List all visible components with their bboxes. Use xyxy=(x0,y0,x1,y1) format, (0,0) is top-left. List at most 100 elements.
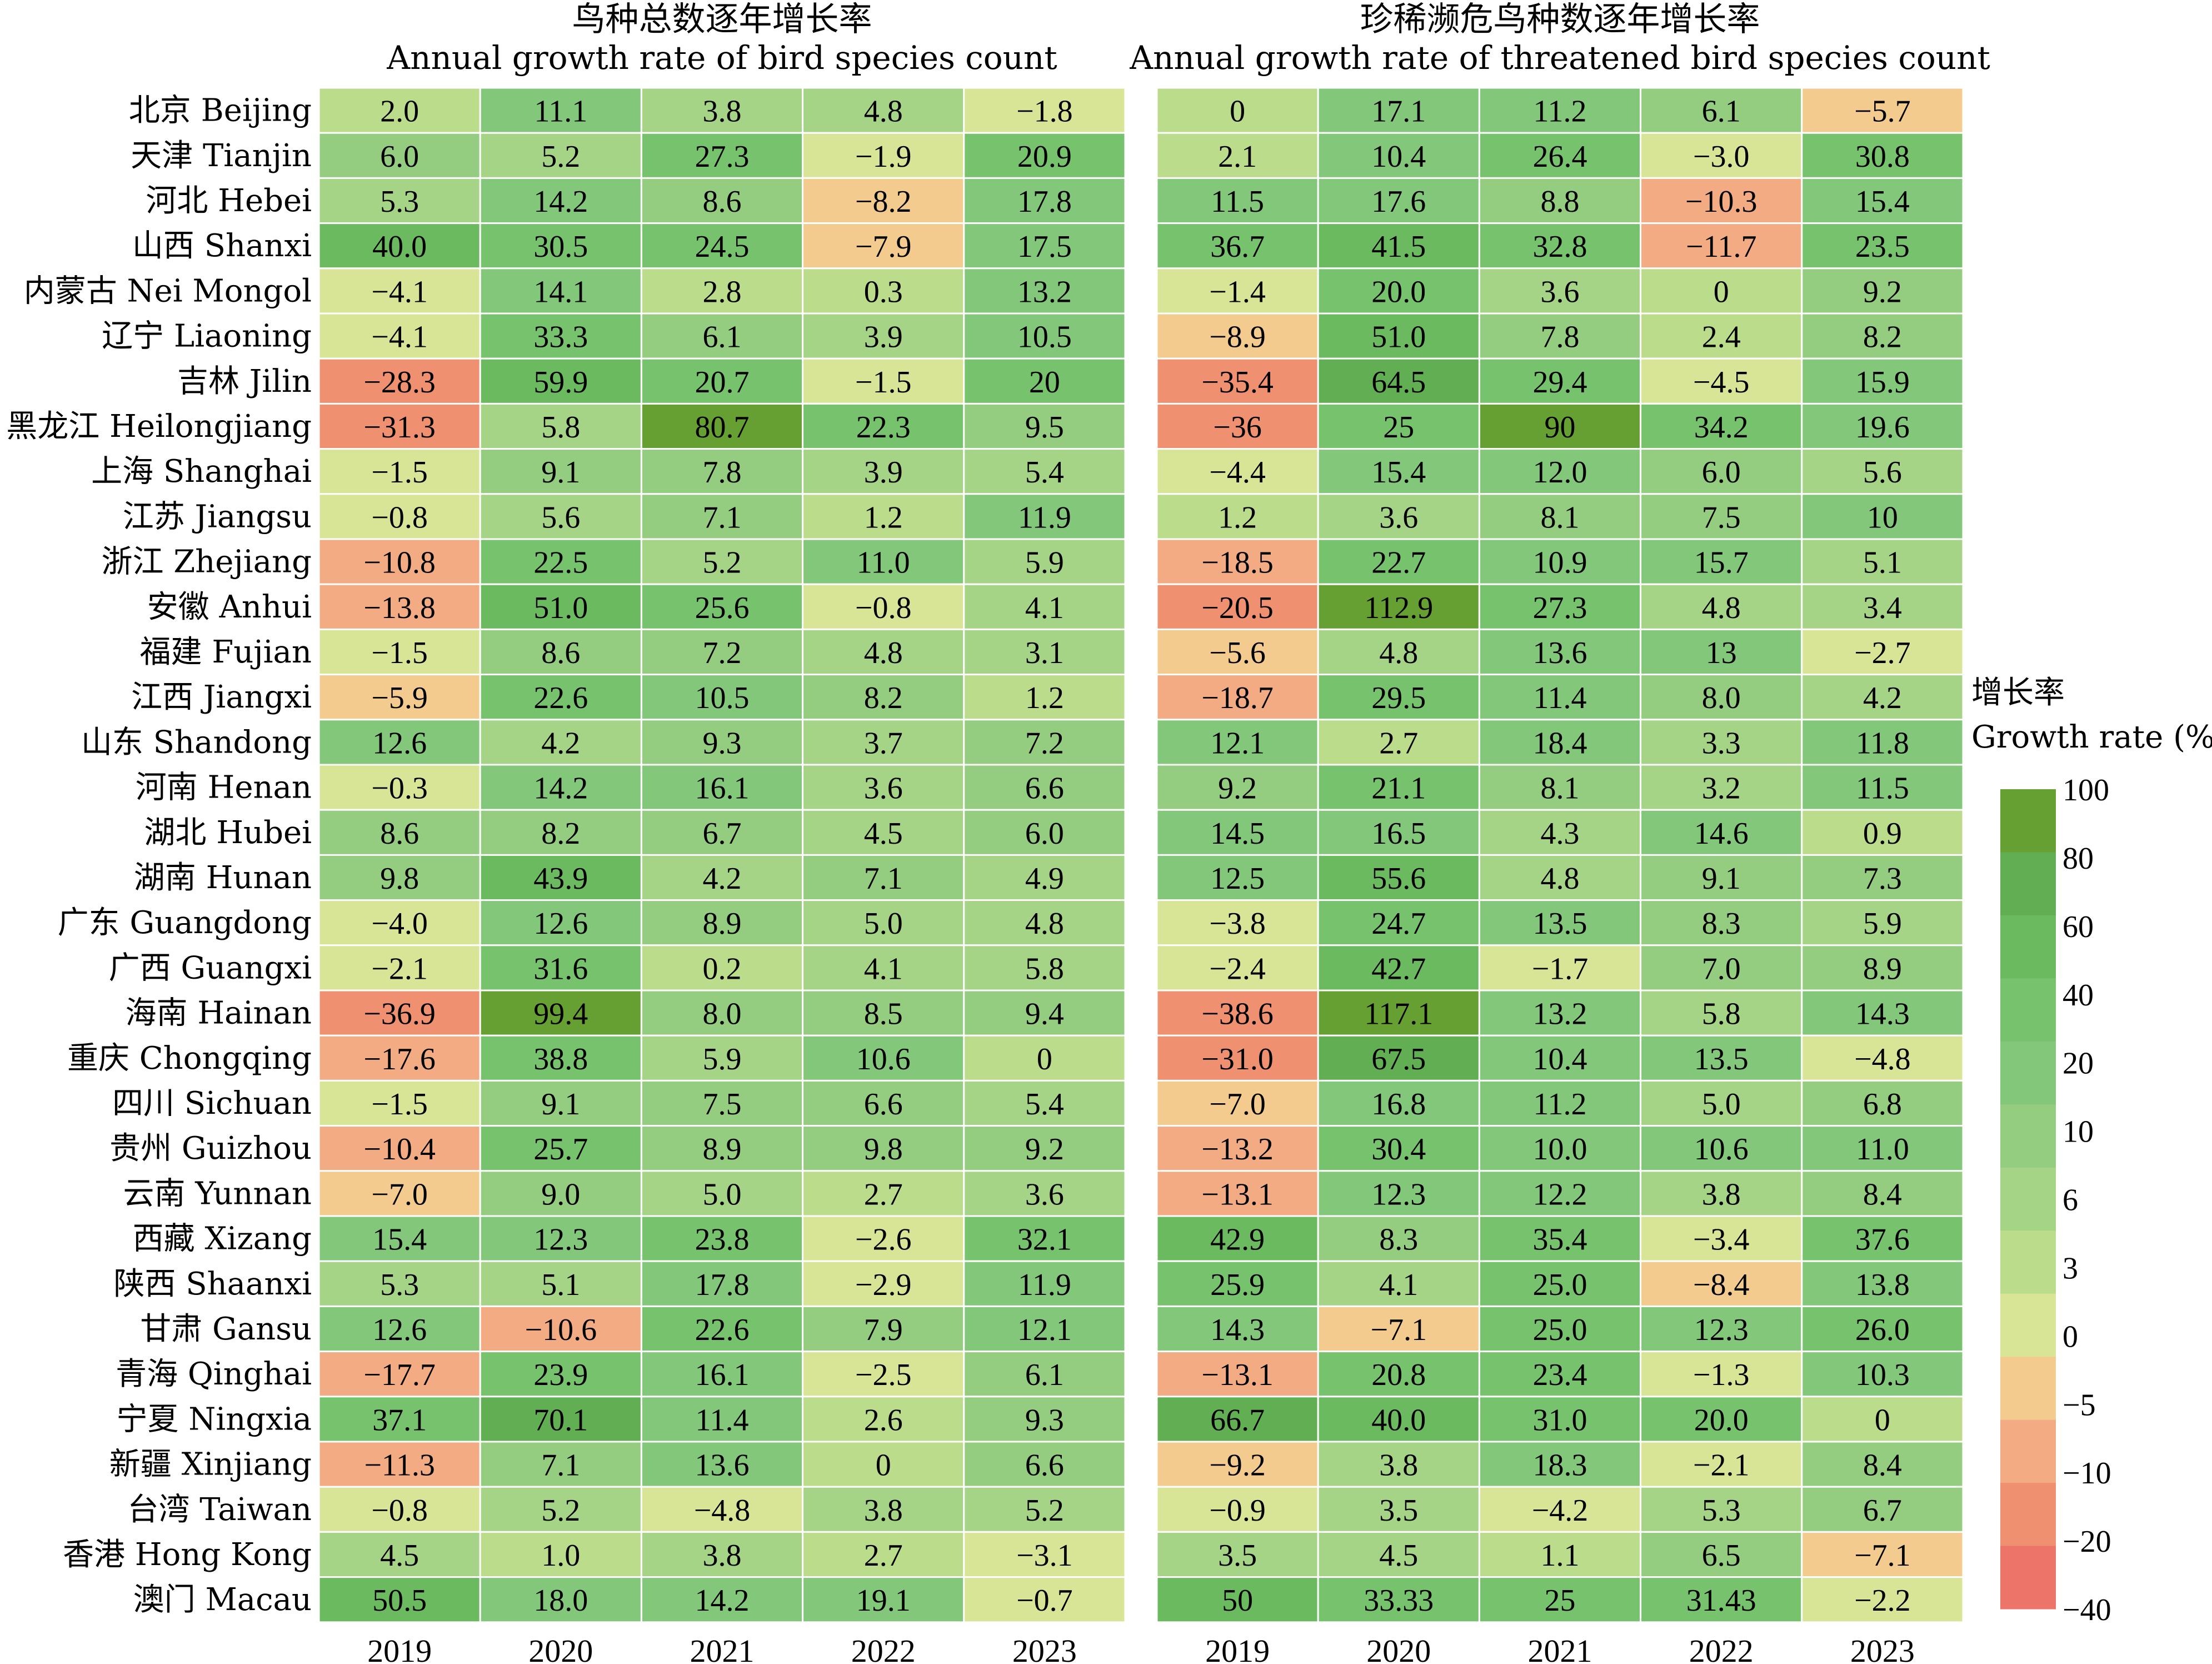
cell-value-label: −4.8 xyxy=(1854,1042,1911,1077)
cell-value-label: −10.6 xyxy=(525,1313,597,1347)
row-label: 广西 Guangxi xyxy=(109,950,312,986)
heatmap-cell xyxy=(802,177,965,225)
cell-value-label: 13.6 xyxy=(1533,636,1587,670)
colorbar-title-zh: 增长率 xyxy=(1971,675,2065,711)
heatmap-cell xyxy=(802,1215,965,1262)
row-label: 吉林 Jilin xyxy=(177,363,312,400)
heatmap-cell xyxy=(1640,1215,1803,1262)
heatmap-cell xyxy=(318,1125,481,1172)
heatmap-cell xyxy=(963,899,1126,946)
cell-value-label: 59.9 xyxy=(533,365,588,400)
heatmap-cell xyxy=(318,493,481,540)
cell-value-label: 10.6 xyxy=(856,1042,911,1077)
heatmap-cell xyxy=(963,1170,1126,1217)
heatmap-cell xyxy=(1478,1396,1642,1443)
heatmap-cell xyxy=(1478,1260,1642,1307)
heatmap-cell xyxy=(318,1576,481,1623)
cell-value-label: −1.7 xyxy=(1532,951,1589,986)
colorbar-segment xyxy=(2000,1104,2056,1168)
cell-value-label: 3.8 xyxy=(864,1493,903,1528)
cell-value-label: −2.1 xyxy=(371,951,428,986)
cell-value-label: 10.3 xyxy=(1855,1358,1910,1392)
cell-value-label: 31.6 xyxy=(533,951,588,986)
cell-value-label: 13.5 xyxy=(1533,906,1587,941)
cell-value-label: 4.8 xyxy=(1541,861,1580,896)
heatmap-cell xyxy=(1640,1170,1803,1217)
cell-value-label: 8.9 xyxy=(1863,951,1902,986)
heatmap-cell xyxy=(1156,1396,1319,1443)
cell-value-label: 2.6 xyxy=(864,1403,903,1437)
cell-value-label: 12.5 xyxy=(1210,861,1265,896)
heatmap-cell xyxy=(640,448,804,495)
heatmap-cell xyxy=(1156,312,1319,360)
cell-value-label: −10.4 xyxy=(363,1132,436,1167)
colorbar-tick-label: −40 xyxy=(2063,1593,2111,1627)
heatmap-cell xyxy=(802,628,965,676)
heatmap-cell xyxy=(640,1396,804,1443)
cell-value-label: 112.9 xyxy=(1364,591,1433,625)
heatmap-cell xyxy=(479,493,642,540)
heatmap-cell xyxy=(479,764,642,811)
cell-value-label: 0.3 xyxy=(864,275,903,309)
heatmap-cell xyxy=(479,944,642,992)
cell-value-label: 11.2 xyxy=(1534,1087,1587,1122)
cell-value-label: 16.8 xyxy=(1371,1087,1426,1122)
cell-value-label: 34.2 xyxy=(1694,410,1749,445)
row-label: 天津 Tianjin xyxy=(131,138,312,174)
cell-value-label: 9.2 xyxy=(1025,1132,1064,1167)
cell-value-label: −17.6 xyxy=(363,1042,436,1077)
cell-value-label: 3.7 xyxy=(864,726,903,760)
cell-value-label: −10.8 xyxy=(363,546,436,580)
cell-value-label: −5.6 xyxy=(1209,636,1266,670)
cell-value-label: 13.2 xyxy=(1533,997,1587,1032)
cell-value-label: 11.5 xyxy=(1211,185,1264,219)
row-label: 北京 Beijing xyxy=(129,93,312,129)
cell-value-label: 5.0 xyxy=(1702,1087,1741,1122)
heatmap-cell xyxy=(1317,854,1480,901)
cell-value-label: 4.5 xyxy=(380,1538,419,1573)
heatmap-cell xyxy=(1478,1441,1642,1488)
heatmap-cell xyxy=(802,1260,965,1307)
cell-value-label: −2.2 xyxy=(1854,1583,1911,1618)
cell-value-label: 5.8 xyxy=(1702,997,1741,1032)
cell-value-label: −13.1 xyxy=(1201,1177,1274,1212)
cell-value-label: 12.3 xyxy=(1371,1177,1426,1212)
colorbar-tick-label: 60 xyxy=(2063,910,2094,944)
cell-value-label: 6.7 xyxy=(703,816,742,851)
cell-value-label: 5.1 xyxy=(1863,546,1902,580)
heatmap-cell xyxy=(318,944,481,992)
cell-value-label: 8.4 xyxy=(1863,1448,1902,1483)
colorbar-segment xyxy=(2000,978,2056,1042)
cell-value-label: 13.2 xyxy=(1017,275,1072,309)
cell-value-label: 1.1 xyxy=(1541,1538,1580,1573)
heatmap-cell xyxy=(318,1170,481,1217)
colorbar-segment xyxy=(2000,1230,2056,1294)
heatmap-cell xyxy=(479,1396,642,1443)
cell-value-label: 6.1 xyxy=(1702,94,1741,129)
colorbar-segment xyxy=(2000,1293,2056,1357)
cell-value-label: 5.1 xyxy=(541,1268,580,1302)
row-label: 安徽 Anhui xyxy=(147,589,312,625)
cell-value-label: −31.0 xyxy=(1201,1042,1274,1077)
heatmap-cell xyxy=(802,493,965,540)
heatmap-cell xyxy=(1640,899,1803,946)
heatmap-cell xyxy=(1640,944,1803,992)
heatmap-cell xyxy=(318,583,481,630)
heatmap-cell xyxy=(1801,1260,1964,1307)
heatmap-cell xyxy=(963,1125,1126,1172)
heatmap-cell xyxy=(1317,222,1480,270)
heatmap-cell xyxy=(1478,583,1642,630)
heatmap-cell xyxy=(318,899,481,946)
cell-value-label: −11.7 xyxy=(1686,230,1757,264)
heatmap-cell xyxy=(802,809,965,856)
cell-value-label: 3.9 xyxy=(864,320,903,355)
heatmap-cell xyxy=(1801,989,1964,1037)
row-label: 浙江 Zhejiang xyxy=(102,544,312,580)
cell-value-label: 10.6 xyxy=(1694,1132,1749,1167)
cell-value-label: −13.2 xyxy=(1201,1132,1274,1167)
heatmap-cell xyxy=(640,854,804,901)
colorbar-tick-label: 0 xyxy=(2063,1319,2078,1354)
row-label: 四川 Sichuan xyxy=(112,1085,312,1122)
heatmap-cell xyxy=(802,1125,965,1172)
cell-value-label: 4.2 xyxy=(541,726,580,760)
